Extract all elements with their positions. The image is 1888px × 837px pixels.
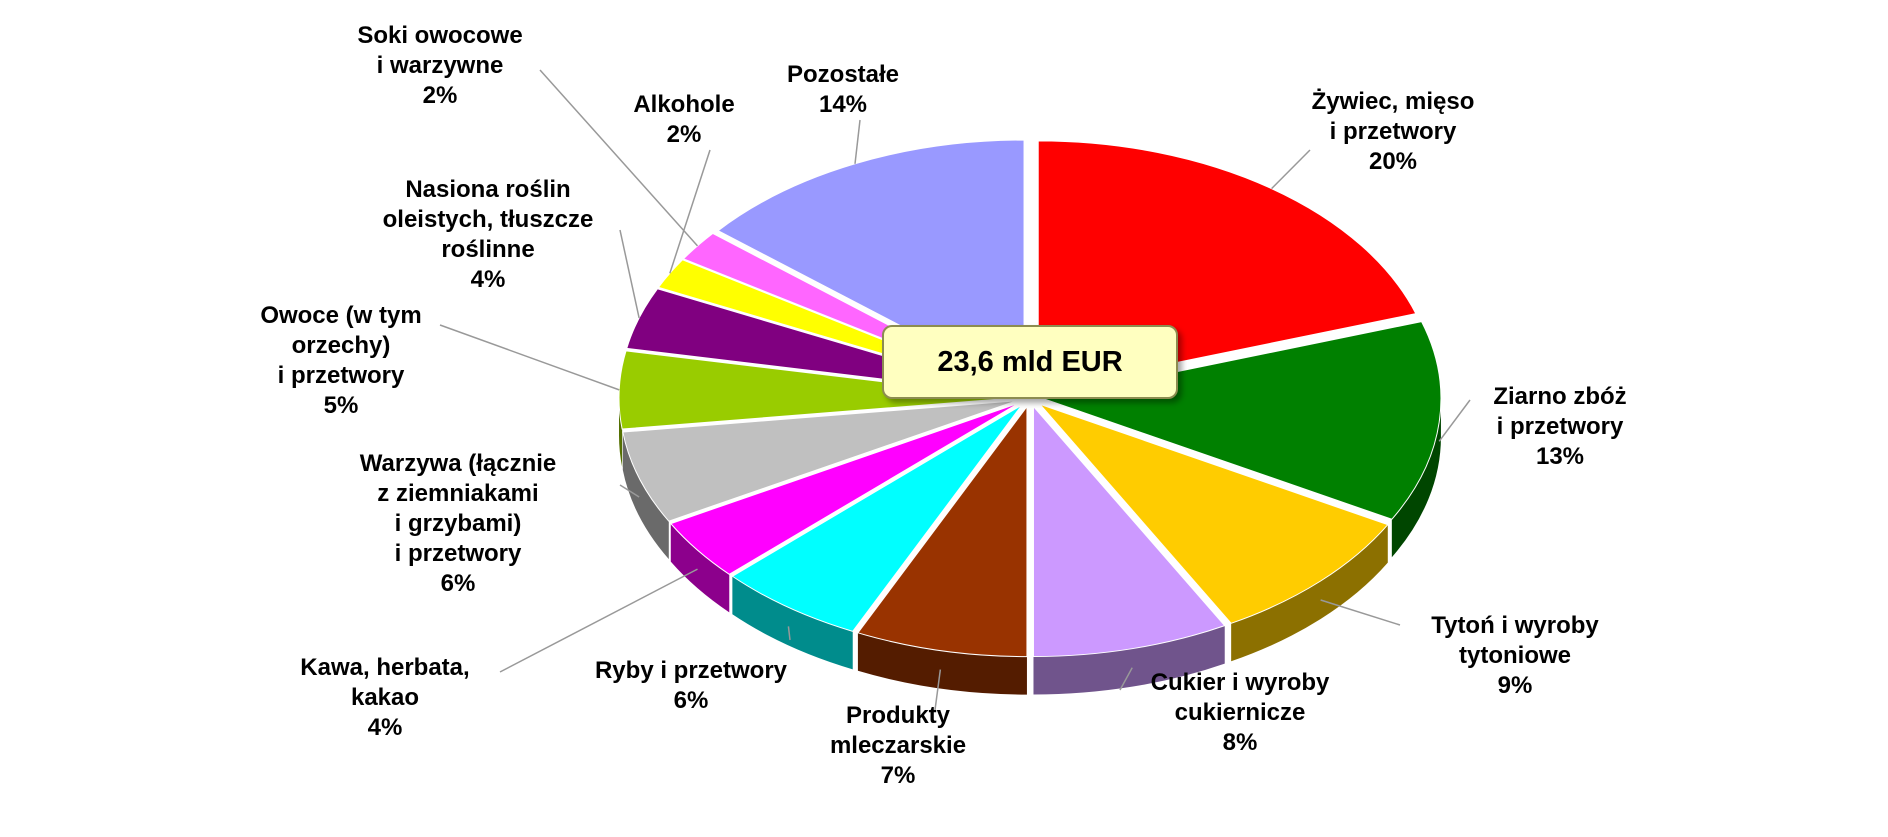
value-label: 13% bbox=[1535, 443, 1585, 470]
slice bbox=[1042, 321, 1442, 520]
slice-label: Soki owocowe i warzywne 2% bbox=[357, 21, 522, 111]
slice-label: Tytoń i wyroby tytoniowe 9% bbox=[1431, 611, 1599, 701]
category-name: Ziarno zbóż i przetwory bbox=[1493, 383, 1627, 440]
value-label: 20% bbox=[1368, 148, 1418, 175]
value-label: 2% bbox=[666, 121, 702, 148]
slice-label: Nasiona roślin oleistych, tłuszcze rośli… bbox=[383, 175, 594, 295]
slice-label: Żywiec, mięso i przetwory 20% bbox=[1312, 87, 1475, 177]
value-label: 7% bbox=[880, 762, 916, 789]
category-name: Żywiec, mięso i przetwory bbox=[1311, 88, 1475, 145]
value-label: 6% bbox=[673, 687, 709, 714]
slice-label: Alkohole 2% bbox=[633, 90, 734, 150]
slice-side bbox=[1231, 524, 1388, 662]
slice bbox=[731, 404, 1023, 632]
category-name: Alkohole bbox=[633, 91, 735, 118]
category-name: Cukier i wyroby cukiernicze bbox=[1150, 669, 1330, 726]
leader-line bbox=[539, 69, 699, 247]
value-label: 4% bbox=[367, 714, 403, 741]
slice-label: Ryby i przetwory 6% bbox=[595, 656, 787, 716]
slice-side bbox=[622, 432, 669, 560]
category-name: Ryby i przetwory bbox=[594, 657, 788, 684]
category-name: Kawa, herbata, kakao bbox=[300, 654, 470, 711]
leader-line bbox=[619, 484, 640, 498]
leader-line bbox=[669, 149, 711, 274]
value-label: 9% bbox=[1497, 672, 1533, 699]
category-name: Produkty mleczarskie bbox=[829, 702, 967, 759]
leader-line bbox=[619, 229, 640, 319]
leader-line bbox=[1119, 667, 1133, 691]
category-name: Owoce (w tym orzechy) i przetwory bbox=[260, 302, 422, 389]
slice bbox=[857, 405, 1028, 658]
slice-label: Pozostałe 14% bbox=[787, 60, 899, 120]
category-name: Soki owocowe i warzywne bbox=[357, 22, 523, 79]
slice bbox=[1032, 405, 1226, 658]
slice-label: Ziarno zbóż i przetwory 13% bbox=[1493, 382, 1626, 472]
slice-side bbox=[732, 576, 853, 670]
slice-side bbox=[1391, 398, 1441, 558]
leader-line bbox=[1271, 149, 1311, 190]
leader-line bbox=[854, 119, 861, 164]
category-name: Tytoń i wyroby tytoniowe bbox=[1431, 612, 1599, 669]
category-name: Warzywa (łącznie z ziemniakami i grzybam… bbox=[359, 450, 557, 567]
category-name: Pozostałe bbox=[786, 61, 900, 88]
leader-line bbox=[1438, 399, 1471, 442]
slice bbox=[1038, 403, 1389, 624]
slice bbox=[622, 400, 1017, 522]
value-label: 8% bbox=[1222, 729, 1258, 756]
slice-label: Cukier i wyroby cukiernicze 8% bbox=[1151, 668, 1330, 758]
leader-line bbox=[1320, 599, 1401, 626]
value-label: 2% bbox=[422, 82, 458, 109]
leader-line bbox=[787, 626, 791, 641]
value-label: 14% bbox=[818, 91, 868, 118]
slice-side bbox=[670, 523, 730, 613]
value-label: 4% bbox=[470, 266, 506, 293]
total-annotation: 23,6 mld EUR bbox=[882, 325, 1178, 399]
category-name: Nasiona roślin oleistych, tłuszcze rośli… bbox=[382, 176, 594, 263]
value-label: 6% bbox=[440, 570, 476, 597]
slice-side bbox=[857, 632, 1027, 695]
slice bbox=[669, 402, 1019, 575]
slice-side bbox=[1033, 625, 1225, 695]
slice-label: Owoce (w tym orzechy) i przetwory 5% bbox=[260, 301, 421, 421]
slice-label: Warzywa (łącznie z ziemniakami i grzybam… bbox=[360, 449, 557, 599]
leader-line bbox=[439, 324, 620, 391]
leader-line bbox=[499, 568, 698, 673]
leader-line bbox=[934, 669, 942, 711]
value-label: 5% bbox=[323, 392, 359, 419]
slice-label: Kawa, herbata, kakao 4% bbox=[300, 653, 469, 743]
slice-label: Produkty mleczarskie 7% bbox=[830, 701, 966, 791]
